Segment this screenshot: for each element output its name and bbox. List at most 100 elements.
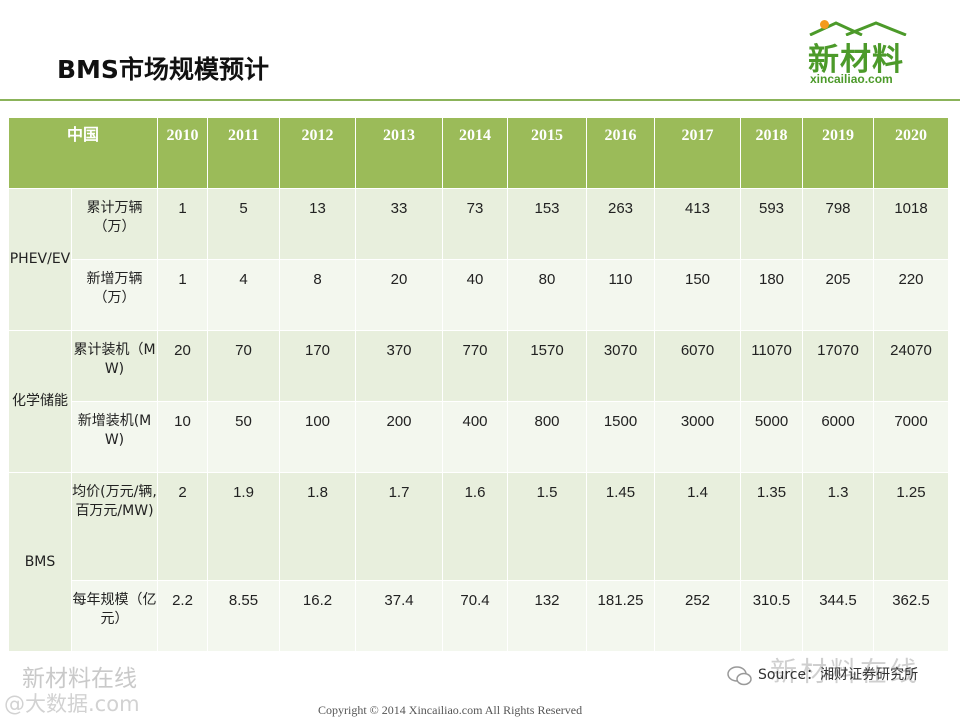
title-divider	[0, 99, 960, 101]
table-cell: 37.4	[355, 580, 443, 652]
table-cell: 13	[279, 188, 356, 260]
table-cell: 1.7	[355, 472, 443, 581]
table-cell: 344.5	[802, 580, 874, 652]
group-label: BMS	[8, 472, 72, 652]
table-cell: 400	[442, 401, 508, 473]
header-cell: 2012	[279, 117, 356, 189]
house-roof-icon	[809, 21, 907, 36]
watermark-left: 新材料在线	[22, 666, 137, 692]
header-cell: 2020	[873, 117, 949, 189]
table-cell: 80	[507, 259, 587, 331]
table-row: PHEV/EV 累计万辆（万） 1 5 13 33 73 153 263 413 593 798 101…	[8, 188, 949, 331]
table-cell: 8.55	[207, 580, 280, 652]
table-cell: 40	[442, 259, 508, 331]
table-cell: 16.2	[279, 580, 356, 652]
table-cell: 263	[586, 188, 655, 260]
row-label: 均价(万元/辆,百万元/MW)	[71, 472, 158, 581]
group-label: PHEV/EV	[8, 188, 72, 331]
table-row: 新增万辆（万） 1 4 8 20 40 80 110 150 180 205 220	[9, 259, 949, 331]
table-cell: 20	[355, 259, 443, 331]
table-cell: 1.3	[802, 472, 874, 581]
table-cell: 1018	[873, 188, 949, 260]
table-cell: 1	[157, 188, 208, 260]
logo-dot-icon	[820, 20, 829, 29]
table-cell: 5000	[740, 401, 803, 473]
table-cell: 370	[355, 330, 443, 402]
table-cell: 5	[207, 188, 280, 260]
table-cell: 7000	[873, 401, 949, 473]
table-cell: 11070	[740, 330, 803, 402]
row-label: 新增装机(MW)	[71, 401, 158, 473]
table-cell: 205	[802, 259, 874, 331]
table-cell: 3070	[586, 330, 655, 402]
table-row: 每年规模（亿元） 2.2 8.55 16.2 37.4 70.4 132 181.25 252 3…	[9, 580, 949, 652]
table-cell: 1.5	[507, 472, 587, 581]
header-cell: 2013	[355, 117, 443, 189]
table-cell: 1.6	[442, 472, 508, 581]
table-cell: 1570	[507, 330, 587, 402]
header-row: 中国 2010 2011 2012 2013 2014 2015 2016 20…	[8, 117, 949, 189]
table-cell: 4	[207, 259, 280, 331]
watermark-left-domain: @大数据.com	[4, 692, 140, 716]
table-cell: 2.2	[157, 580, 208, 652]
table-cell: 110	[586, 259, 655, 331]
watermark-right: 新材料在线	[770, 657, 920, 688]
table-cell: 180	[740, 259, 803, 331]
row-label: 新增万辆（万）	[71, 259, 158, 331]
table-cell: 33	[355, 188, 443, 260]
table-cell: 20	[157, 330, 208, 402]
table-row: 化学储能 累计装机（MW) 20 70 170 370 770 1570 3070 6070 110…	[8, 330, 949, 473]
table-cell: 200	[355, 401, 443, 473]
logo: 新材料 xincailiao.com	[800, 18, 925, 88]
table-cell: 593	[740, 188, 803, 260]
table-cell: 24070	[873, 330, 949, 402]
header-cell: 2018	[740, 117, 803, 189]
source-note: Source：湘财证券研究所	[758, 667, 919, 683]
page-title: BMS市场规模预计	[57, 55, 269, 84]
table-cell: 362.5	[873, 580, 949, 652]
table-cell: 50	[207, 401, 280, 473]
wechat-icon	[727, 666, 752, 686]
table-cell: 1.35	[740, 472, 803, 581]
table-cell: 17070	[802, 330, 874, 402]
table-cell: 800	[507, 401, 587, 473]
table-cell: 1	[157, 259, 208, 331]
table-cell: 3000	[654, 401, 741, 473]
header-cell: 2014	[442, 117, 508, 189]
table-cell: 1.9	[207, 472, 280, 581]
table-cell: 73	[442, 188, 508, 260]
logo-name: 新材料	[808, 42, 904, 78]
bms-market-table: 中国 2010 2011 2012 2013 2014 2015 2016 20…	[8, 117, 949, 652]
table-cell: 798	[802, 188, 874, 260]
table-cell: 70	[207, 330, 280, 402]
table-cell: 10	[157, 401, 208, 473]
header-cell: 2010	[157, 117, 208, 189]
group-label: 化学储能	[8, 330, 72, 473]
table-cell: 8	[279, 259, 356, 331]
table-cell: 310.5	[740, 580, 803, 652]
table-cell: 1.45	[586, 472, 655, 581]
table-cell: 413	[654, 188, 741, 260]
table-cell: 220	[873, 259, 949, 331]
row-label: 累计万辆（万）	[71, 188, 158, 260]
header-cell: 2019	[802, 117, 874, 189]
row-label: 累计装机（MW)	[71, 330, 158, 402]
logo-domain: xincailiao.com	[810, 72, 893, 86]
table-cell: 1500	[586, 401, 655, 473]
table-cell: 170	[279, 330, 356, 402]
table-cell: 181.25	[586, 580, 655, 652]
header-cell: 2011	[207, 117, 280, 189]
table-cell: 6000	[802, 401, 874, 473]
table-cell: 100	[279, 401, 356, 473]
table-row: 新增装机(MW) 10 50 100 200 400 800 1500 3000 5000 6000…	[9, 401, 949, 473]
table-cell: 1.25	[873, 472, 949, 581]
header-cell: 2017	[654, 117, 741, 189]
table-cell: 153	[507, 188, 587, 260]
table-cell: 150	[654, 259, 741, 331]
table-row: BMS 均价(万元/辆,百万元/MW) 2 1.9 1.8 1.7 1.6 1.5 1.45 1.…	[8, 472, 949, 652]
table-cell: 1.8	[279, 472, 356, 581]
row-label: 每年规模（亿元）	[71, 580, 158, 652]
table-cell: 70.4	[442, 580, 508, 652]
table-cell: 6070	[654, 330, 741, 402]
copyright: Copyright © 2014 Xincailiao.com All Righ…	[318, 703, 583, 717]
